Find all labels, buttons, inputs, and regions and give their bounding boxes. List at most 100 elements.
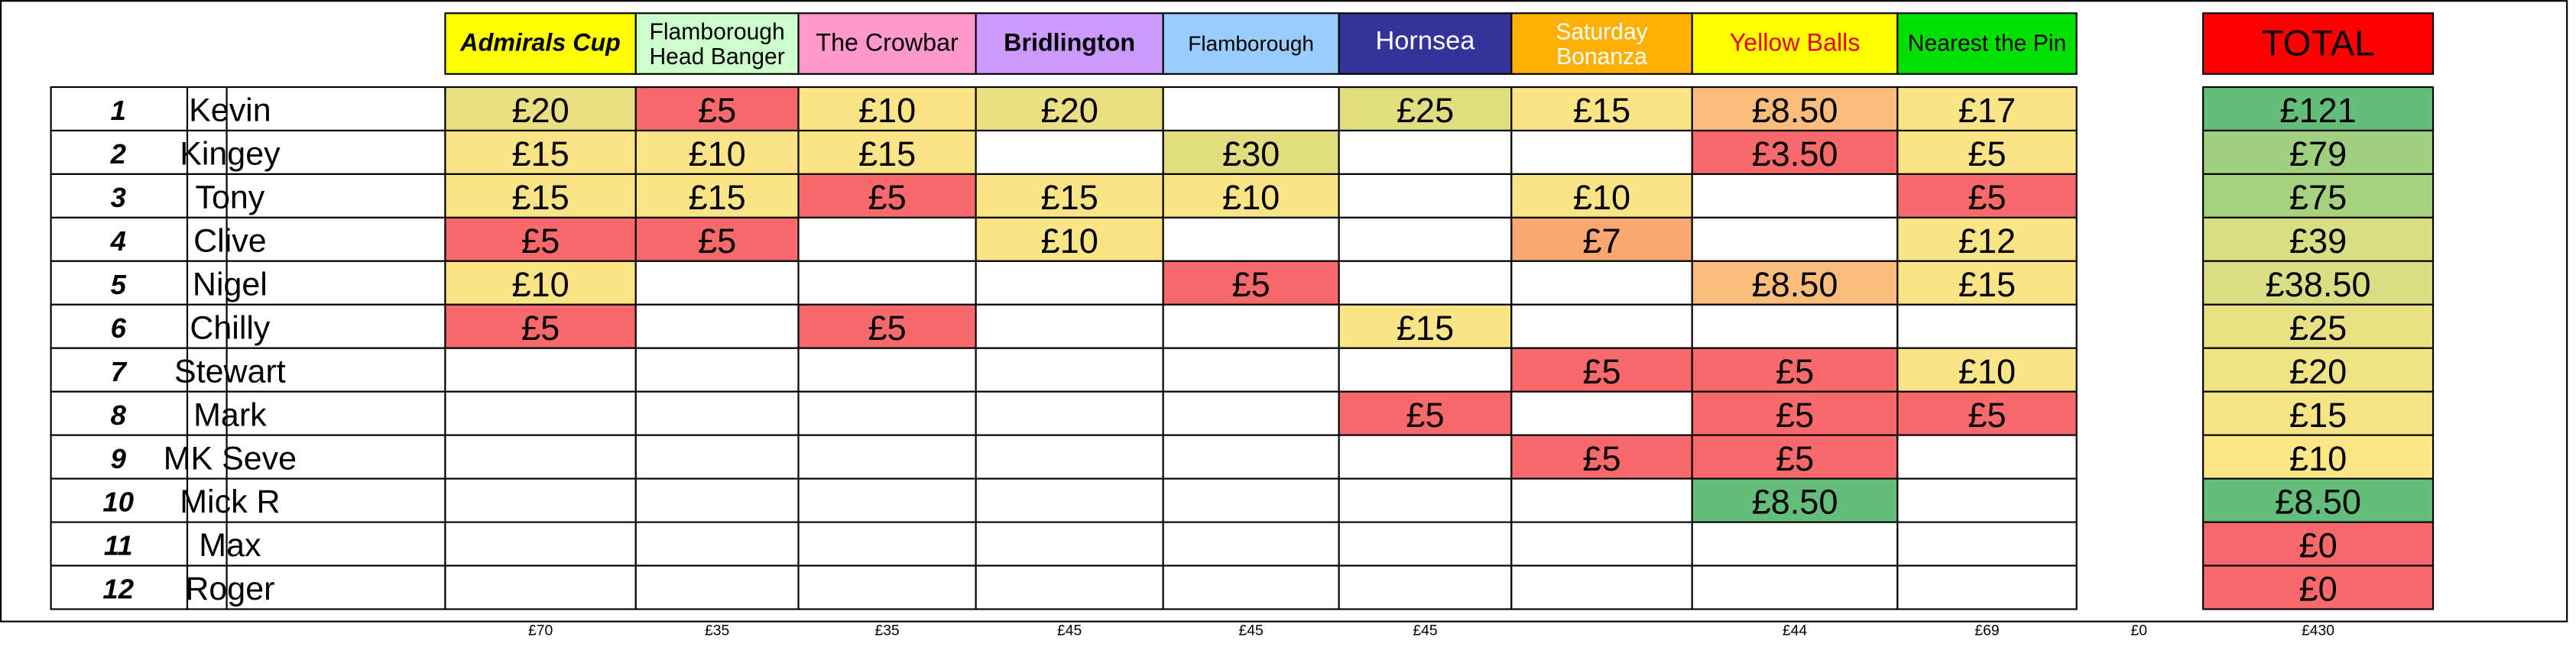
score-cell — [1691, 129, 1899, 175]
score: £10 — [511, 265, 569, 304]
total-cell — [2202, 390, 2435, 436]
score: £15 — [511, 134, 569, 173]
player-total: £25 — [2289, 309, 2347, 348]
score-cell — [1691, 86, 1899, 132]
score-cell — [634, 434, 800, 480]
score-cell — [797, 434, 977, 480]
score: £25 — [1397, 91, 1454, 130]
total-header: TOTAL — [2262, 24, 2375, 64]
score-cell — [1338, 521, 1513, 567]
player-total: £15 — [2289, 396, 2347, 435]
score-cell — [975, 434, 1164, 480]
score-cell — [975, 129, 1164, 175]
score-cell — [634, 303, 800, 349]
total-cell — [2202, 173, 2435, 218]
rank: 10 — [102, 487, 134, 518]
score-cell — [1338, 347, 1513, 393]
score: £5 — [698, 222, 736, 260]
score: £8.50 — [1752, 483, 1838, 522]
score-cell — [634, 477, 800, 523]
score: £30 — [1222, 134, 1280, 173]
score-cell — [1510, 86, 1693, 132]
score-cell — [1691, 216, 1899, 262]
name-cell — [225, 390, 446, 436]
header-label: Nearest the Pin — [1907, 30, 2067, 57]
score-cell — [1162, 303, 1340, 349]
grand-total: £430 — [2302, 622, 2334, 639]
score: £12 — [1958, 222, 2016, 260]
column-total: £45 — [1057, 622, 1082, 639]
score: £5 — [1968, 178, 2006, 217]
score-cell — [1896, 347, 2078, 393]
score-cell — [1896, 565, 2078, 610]
total-cell — [2202, 260, 2435, 306]
score-cell — [444, 173, 637, 218]
score-cell — [1691, 434, 1899, 480]
score: £5 — [1582, 352, 1621, 391]
score: £17 — [1958, 91, 2016, 130]
column-total: £70 — [528, 622, 553, 639]
score-cell — [1510, 347, 1693, 393]
gap-total: £0 — [2131, 622, 2148, 639]
rank: 5 — [111, 269, 127, 300]
score-cell — [444, 216, 637, 262]
player-total: £75 — [2289, 178, 2347, 217]
score-cell — [1510, 303, 1693, 349]
score: £15 — [1573, 91, 1630, 130]
score-cell — [797, 260, 977, 306]
player-name: Tony — [196, 180, 265, 216]
rank-cell — [50, 216, 189, 262]
header-cell — [1691, 12, 1899, 75]
score-cell — [797, 216, 977, 262]
header-label: Flamborough Head Banger — [649, 18, 785, 69]
column-total: £35 — [874, 622, 899, 639]
score: £5 — [1776, 396, 1814, 435]
header-cell — [1896, 12, 2078, 75]
score: £5 — [1232, 265, 1270, 304]
score: £20 — [511, 91, 569, 130]
rank-cell — [50, 347, 189, 393]
blank-cell — [186, 216, 228, 262]
score-cell — [1691, 565, 1899, 610]
player-total: £0 — [2299, 570, 2337, 609]
score-cell — [797, 303, 977, 349]
score-cell — [1338, 477, 1513, 523]
rank-cell — [50, 565, 189, 610]
player-name: Roger — [185, 571, 274, 607]
header-cell — [1338, 12, 1513, 75]
blank-cell — [186, 390, 228, 436]
score: £5 — [521, 222, 560, 260]
rank: 12 — [102, 574, 134, 605]
header-label: The Crowbar — [816, 28, 959, 57]
score-cell — [1162, 434, 1340, 480]
score: £3.50 — [1752, 134, 1838, 173]
score-cell — [1896, 303, 2078, 349]
header-label: Admirals Cup — [460, 28, 621, 57]
score-cell — [1510, 216, 1693, 262]
score-cell — [1338, 390, 1513, 436]
total-cell — [2202, 521, 2435, 567]
player-name: Kingey — [180, 136, 281, 173]
score-cell — [1510, 390, 1693, 436]
score-cell — [1510, 565, 1693, 610]
total-cell — [2202, 565, 2435, 610]
column-total: £45 — [1239, 622, 1264, 639]
score-cell — [975, 390, 1164, 436]
score: £15 — [1397, 309, 1454, 348]
score: £15 — [688, 178, 745, 217]
score: £5 — [1968, 134, 2006, 173]
score-cell — [444, 390, 637, 436]
column-total: £45 — [1413, 622, 1437, 639]
score-cell — [1162, 565, 1340, 610]
score-cell — [1691, 173, 1899, 218]
score-cell — [1896, 86, 2078, 132]
total-cell — [2202, 86, 2435, 132]
score-cell — [634, 260, 800, 306]
score-cell — [444, 347, 637, 393]
score-cell — [1510, 129, 1693, 175]
score: £10 — [858, 91, 916, 130]
name-cell — [225, 173, 446, 218]
score-cell — [1162, 477, 1340, 523]
name-cell — [225, 477, 446, 523]
